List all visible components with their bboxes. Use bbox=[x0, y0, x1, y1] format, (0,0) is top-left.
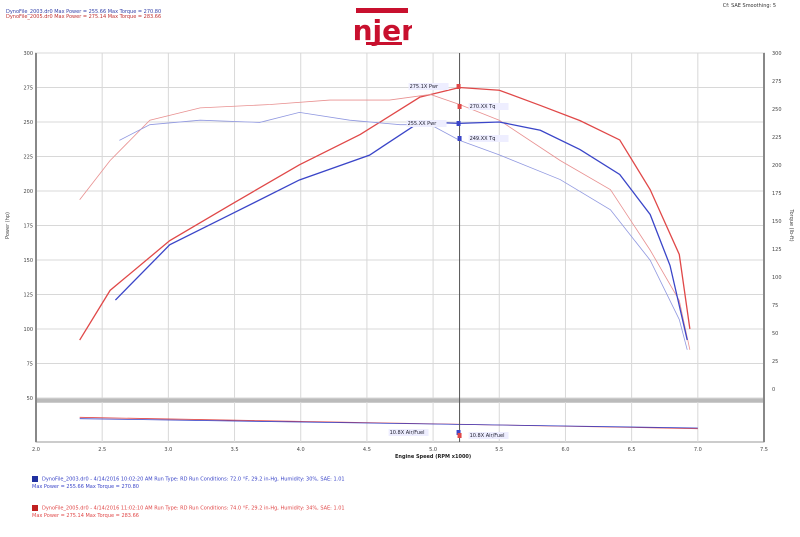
header-run1: DynoFile_2003.dr0 Max Power = 255.66 Max… bbox=[6, 9, 162, 15]
y-tick-label: 125 bbox=[23, 293, 33, 299]
x-tick-label: 4.0 bbox=[297, 447, 305, 453]
cursor-label: 10.8X Air/Fuel bbox=[470, 433, 505, 439]
y2-tick-label: 200 bbox=[772, 163, 782, 169]
y-tick-label: 200 bbox=[23, 189, 33, 195]
y2-tick-label: 25 bbox=[772, 359, 778, 365]
y2-tick-label: 125 bbox=[772, 247, 782, 253]
injen-logo: injen bbox=[352, 4, 412, 48]
legend-run2-max: Max Power = 275.14 Max Torque = 283.66 bbox=[32, 512, 139, 519]
y2-tick-label: 50 bbox=[772, 331, 778, 337]
y2-tick-label: 275 bbox=[772, 79, 782, 85]
y-tick-label: 250 bbox=[23, 120, 33, 126]
x-tick-label: 7.0 bbox=[694, 447, 702, 453]
x-tick-label: 4.5 bbox=[363, 447, 371, 453]
legend-run2: DynoFile_2005.dr0 - 4/14/2016 11:02:10 A… bbox=[32, 505, 345, 520]
x-tick-label: 2.0 bbox=[32, 447, 40, 453]
y-tick-label: 225 bbox=[23, 155, 33, 161]
legend-swatch-blue bbox=[32, 476, 38, 482]
cursor-label-bg bbox=[406, 120, 447, 127]
series-line-2 bbox=[114, 121, 688, 341]
legend-run1-max: Max Power = 255.66 Max Torque = 270.80 bbox=[32, 483, 139, 490]
cursor-label-bg bbox=[468, 103, 509, 110]
y2-tick-label: 150 bbox=[772, 219, 782, 225]
cursor-label-bg bbox=[468, 135, 509, 142]
y2-tick-label: 0 bbox=[772, 387, 775, 393]
legend-run1-info: DynoFile_2003.dr0 - 4/14/2016 10:02:20 A… bbox=[42, 476, 345, 483]
y-tick-label: 300 bbox=[23, 51, 33, 57]
afr-line-1 bbox=[79, 418, 698, 429]
y-tick-label: 150 bbox=[23, 258, 33, 264]
cursor-label: 10.8X Air/Fuel bbox=[390, 430, 425, 436]
x-tick-label: 5.5 bbox=[495, 447, 503, 453]
x-tick-label: 5.0 bbox=[429, 447, 437, 453]
series-line-1 bbox=[79, 94, 691, 350]
y2-tick-label: 250 bbox=[772, 107, 782, 113]
cursor-marker bbox=[457, 104, 462, 109]
cursor-label: 270.XX Tq bbox=[470, 104, 496, 110]
cursor-marker bbox=[456, 121, 461, 126]
y-tick-label: 275 bbox=[23, 86, 33, 92]
x-tick-label: 6.0 bbox=[561, 447, 569, 453]
cursor-label: 275.1X Pwr bbox=[410, 84, 439, 90]
y2-axis-label: Torque (lb-ft) bbox=[788, 208, 794, 241]
cursor-label-bg bbox=[468, 432, 509, 439]
y-axis-label: Power (hp) bbox=[5, 212, 11, 239]
x-axis-label: Engine Speed (RPM x1000) bbox=[395, 454, 471, 460]
header-run2: DynoFile_2005.dr0 Max Power = 275.14 Max… bbox=[6, 14, 162, 20]
y-tick-label: 175 bbox=[23, 224, 33, 230]
y-tick-label: 75 bbox=[27, 362, 33, 368]
legend-run1: DynoFile_2003.dr0 - 4/14/2016 10:02:20 A… bbox=[32, 476, 345, 491]
cursor-label-bg bbox=[408, 83, 449, 90]
x-tick-label: 3.5 bbox=[231, 447, 239, 453]
y2-tick-label: 75 bbox=[772, 303, 778, 309]
settings-text: Cf: SAE Smoothing: 5 bbox=[722, 3, 776, 9]
x-tick-label: 2.5 bbox=[98, 447, 106, 453]
cursor-marker bbox=[456, 430, 461, 435]
cursor-label: 255.XX Pwr bbox=[408, 121, 438, 127]
y2-tick-label: 300 bbox=[772, 51, 782, 57]
y2-tick-label: 175 bbox=[772, 191, 782, 197]
y-tick-label: 50 bbox=[27, 396, 33, 402]
cursor-marker bbox=[457, 433, 462, 438]
panel-divider bbox=[36, 398, 764, 402]
y2-tick-label: 225 bbox=[772, 135, 782, 141]
cursor-label-bg bbox=[388, 429, 429, 436]
y2-tick-label: 100 bbox=[772, 275, 782, 281]
cursor-marker bbox=[456, 84, 461, 89]
svg-text:injen: injen bbox=[352, 14, 412, 47]
cursor-label: 249.XX Tq bbox=[470, 136, 496, 142]
legend-swatch-red bbox=[32, 505, 38, 511]
x-tick-label: 6.5 bbox=[628, 447, 636, 453]
x-tick-label: 3.0 bbox=[164, 447, 172, 453]
cursor-marker bbox=[457, 136, 462, 141]
x-tick-label: 7.5 bbox=[760, 447, 768, 453]
y-tick-label: 100 bbox=[23, 327, 33, 333]
legend-run2-info: DynoFile_2005.dr0 - 4/14/2016 11:02:10 A… bbox=[42, 505, 345, 512]
